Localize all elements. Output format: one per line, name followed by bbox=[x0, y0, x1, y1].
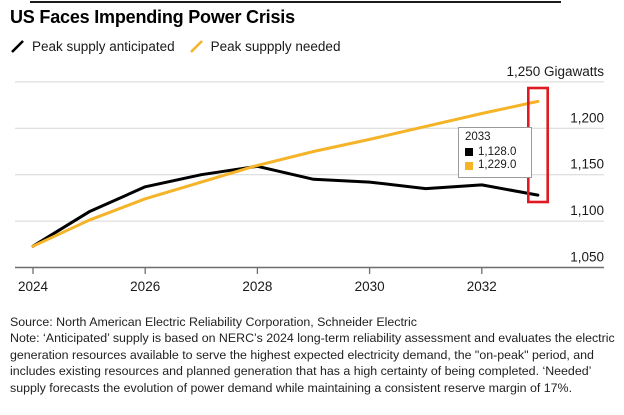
x-axis-label: 2030 bbox=[355, 279, 385, 294]
y-axis-label: 1,050 bbox=[570, 250, 604, 265]
x-axis-label: 2024 bbox=[18, 279, 49, 294]
tooltip-value-needed: 1,229.0 bbox=[478, 159, 517, 171]
black-slash-icon bbox=[11, 40, 24, 53]
top-divider-rule bbox=[30, 1, 561, 3]
series-line-anticipated bbox=[31, 164, 540, 248]
chart-legend: Peak supply anticipated Peak suppply nee… bbox=[10, 39, 340, 54]
tooltip-value-anticipated: 1,128.0 bbox=[478, 145, 517, 158]
black-series-swatch bbox=[465, 148, 473, 157]
x-axis-label: 2026 bbox=[130, 279, 160, 294]
line-chart-plot-area[interactable]: 1,250 Gigawatts 1,200 1,150 1,100 1,050 2024 2… bbox=[0, 55, 624, 300]
legend-item-anticipated: Peak supply anticipated bbox=[10, 39, 175, 54]
x-axis-label: 2028 bbox=[242, 279, 272, 294]
x-axis-label: 2032 bbox=[467, 279, 497, 294]
tooltip-row-needed: 1,229.0 bbox=[465, 159, 525, 173]
legend-label-needed: Peak suppply needed bbox=[210, 39, 341, 54]
legend-item-needed: Peak suppply needed bbox=[189, 39, 341, 54]
tooltip-row-anticipated: 1,128.0 bbox=[465, 146, 525, 160]
chart-title: US Faces Impending Power Crisis bbox=[10, 7, 295, 27]
chart-tooltip: 2033 1,128.0 1,229.0 bbox=[458, 127, 532, 178]
legend-label-anticipated: Peak supply anticipated bbox=[32, 39, 175, 54]
y-axis-label: 1,250 Gigawatts bbox=[506, 64, 604, 79]
y-axis-label: 1,200 bbox=[570, 110, 604, 125]
chart-footnotes: Source: North American Electric Reliabil… bbox=[10, 314, 616, 396]
note-text: Note: ‘Anticipated’ supply is based on N… bbox=[10, 331, 615, 395]
y-axis-label: 1,150 bbox=[570, 157, 604, 172]
y-axis-label: 1,100 bbox=[570, 203, 604, 218]
yellow-series-swatch bbox=[465, 161, 473, 170]
yellow-slash-icon bbox=[189, 40, 203, 53]
series-line-needed bbox=[31, 99, 540, 248]
tooltip-year: 2033 bbox=[465, 131, 491, 143]
source-text: Source: North American Electric Reliabil… bbox=[10, 315, 417, 329]
